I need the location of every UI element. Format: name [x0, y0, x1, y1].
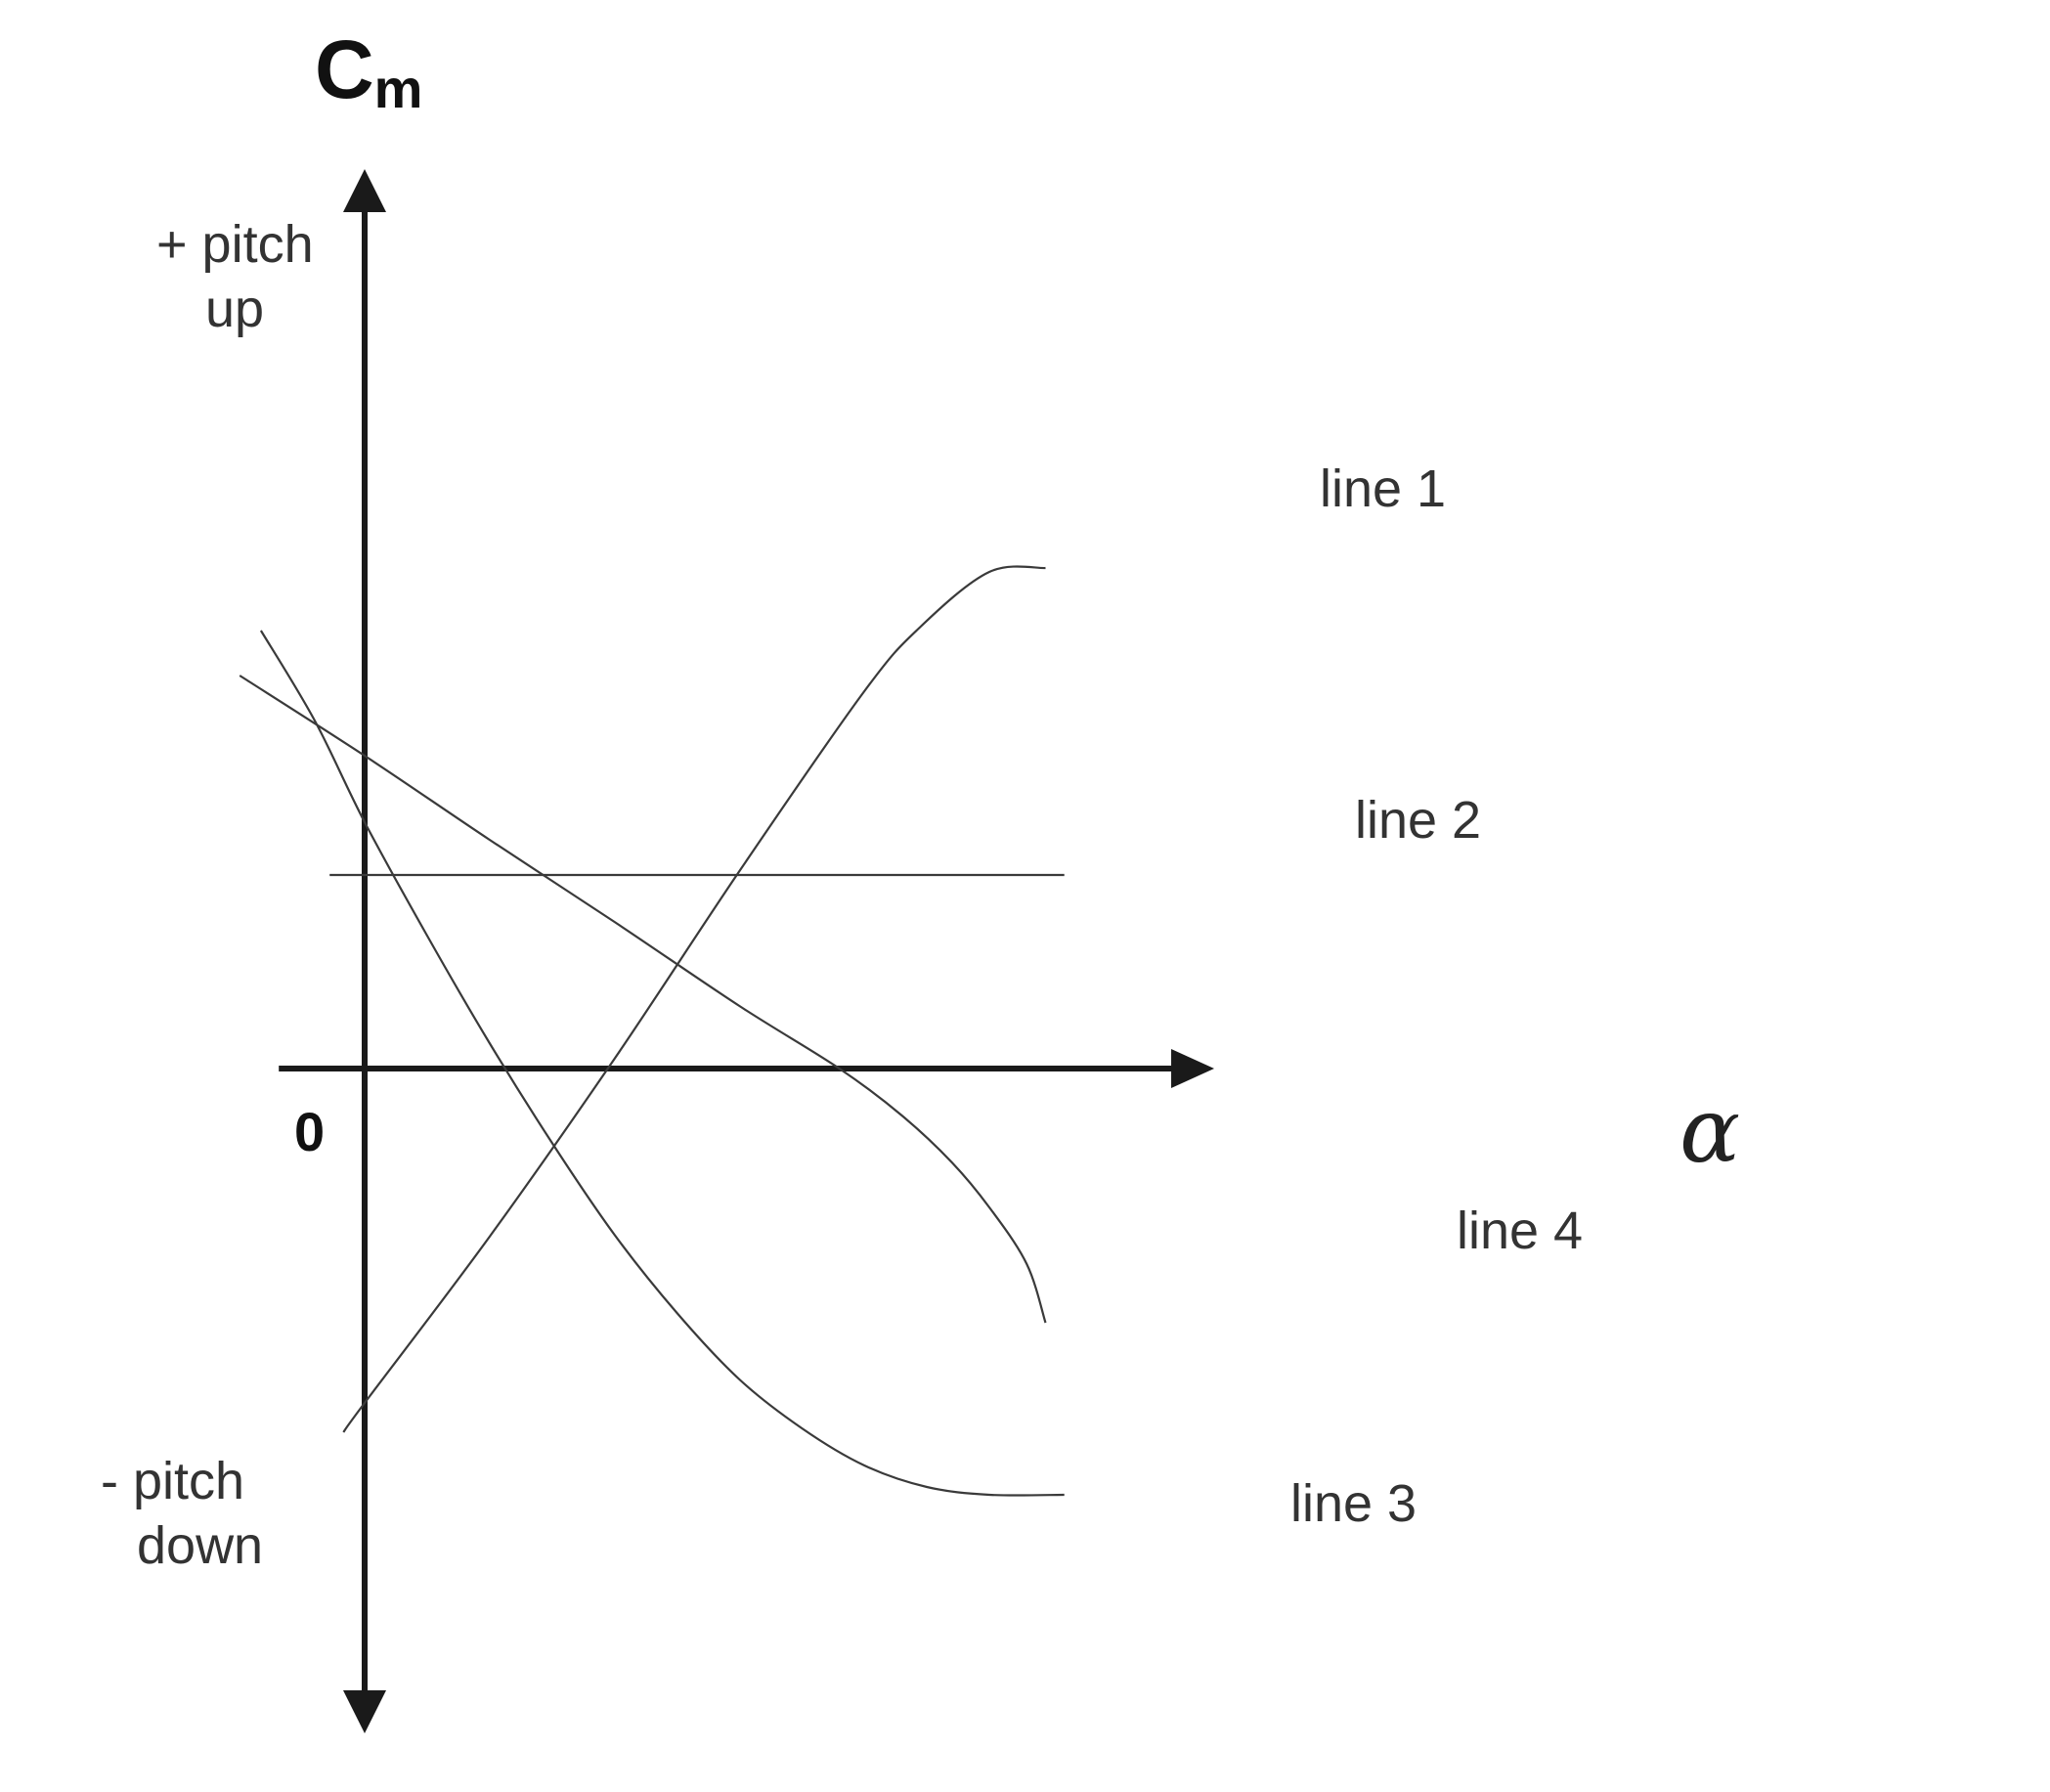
x-axis-label: α: [1679, 1078, 1740, 1183]
y-axis-label: Cm: [315, 23, 422, 119]
pitch-up-label-line2: up: [205, 280, 264, 338]
pitch-up-label-line1: + pitch: [156, 215, 314, 274]
x-axis-arrow-right-icon: [1171, 1049, 1215, 1088]
series-label-line-4: line 4: [1457, 1202, 1583, 1260]
series-line-3: [259, 630, 1065, 1497]
series-label-line-2: line 2: [1355, 791, 1481, 850]
pitch-down-label-line2: down: [137, 1516, 263, 1575]
series-label-line-1: line 1: [1320, 459, 1446, 518]
pitch-down-label-line1: - pitch: [101, 1452, 244, 1510]
series-line-4: [239, 675, 1047, 1324]
series-group: [239, 565, 1065, 1497]
y-axis-arrow-down-icon: [343, 1690, 386, 1733]
origin-label: 0: [294, 1101, 325, 1162]
y-axis-label-main: C: [315, 23, 374, 115]
series-line-1: [342, 565, 1046, 1433]
series-label-line-3: line 3: [1290, 1474, 1417, 1533]
y-axis-label-sub: m: [374, 58, 423, 119]
y-axis-arrow-up-icon: [343, 169, 386, 212]
